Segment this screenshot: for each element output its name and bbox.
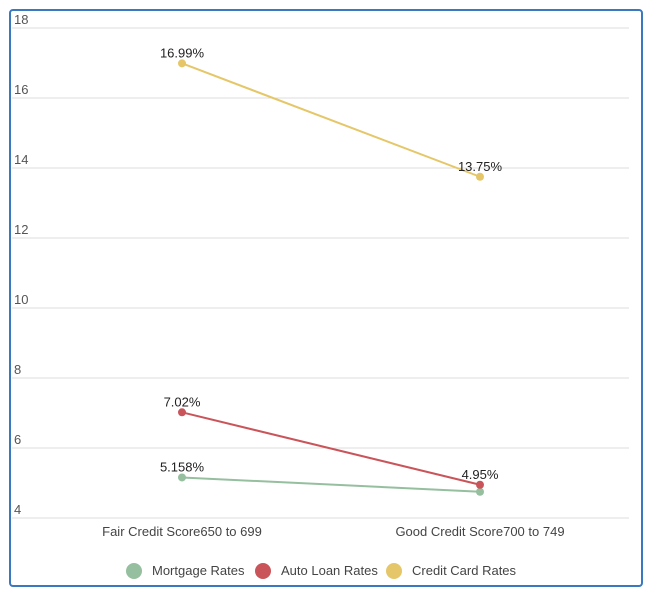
data-label: 4.95% [462, 467, 499, 482]
x-category-label: Fair Credit Score650 to 699 [102, 524, 262, 539]
grid-lines [12, 27, 629, 519]
chart-frame [9, 9, 643, 587]
x-category-label: Good Credit Score700 to 749 [395, 524, 564, 539]
y-tick-label: 12 [14, 222, 28, 237]
legend-swatch [255, 563, 271, 579]
data-label: 7.02% [164, 394, 201, 409]
y-tick-label: 18 [14, 12, 28, 27]
y-tick-label: 10 [14, 292, 28, 307]
data-labels: 5.158% 7.02% 4.95% 16.99% 13.75% [160, 45, 503, 481]
series-line-0 [181, 476, 481, 493]
data-point[interactable] [178, 473, 186, 482]
y-tick-label: 4 [14, 502, 21, 517]
data-point[interactable] [476, 172, 484, 181]
data-label: 13.75% [458, 159, 503, 174]
legend-item-label[interactable]: Mortgage Rates [152, 563, 245, 578]
legend-item-label[interactable]: Credit Card Rates [412, 563, 517, 578]
x-axis-labels: Fair Credit Score650 to 699 Good Credit S… [102, 524, 564, 539]
series-lines [178, 59, 484, 496]
y-tick-label: 16 [14, 82, 28, 97]
y-axis-ticks: 4 6 8 10 12 14 16 18 [14, 12, 28, 517]
series-line-1 [181, 411, 481, 486]
y-tick-label: 14 [14, 152, 28, 167]
legend-item-label[interactable]: Auto Loan Rates [281, 563, 378, 578]
data-point[interactable] [178, 408, 186, 417]
series-line-2 [181, 62, 481, 178]
y-tick-label: 8 [14, 362, 21, 377]
data-point[interactable] [476, 487, 484, 496]
legend-swatch [386, 563, 402, 579]
data-label: 5.158% [160, 459, 205, 474]
legend-swatch [126, 563, 142, 579]
data-point[interactable] [178, 59, 186, 68]
y-tick-label: 6 [14, 432, 21, 447]
data-label: 16.99% [160, 45, 205, 60]
data-point[interactable] [476, 480, 484, 489]
legend: Mortgage Rates Auto Loan Rates Credit Card… [126, 563, 517, 579]
